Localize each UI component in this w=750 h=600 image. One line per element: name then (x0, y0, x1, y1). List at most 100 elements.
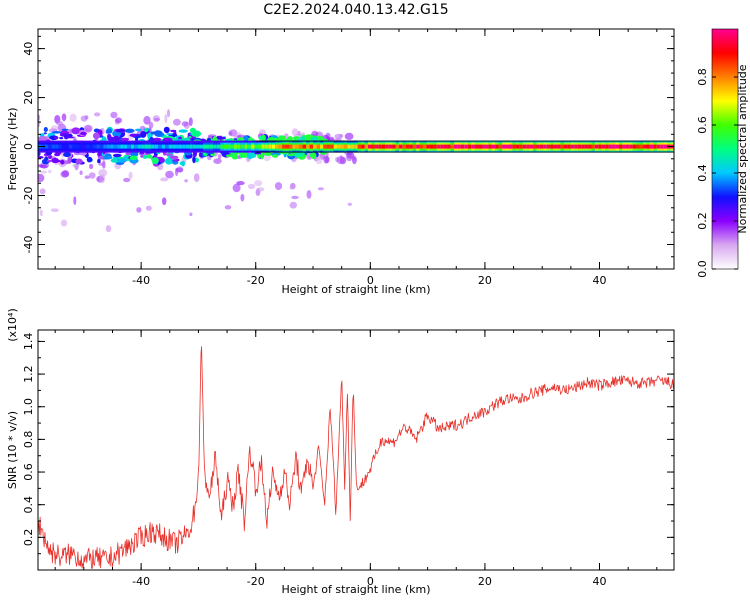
heatmap-band-cell (574, 144, 579, 149)
heatmap-speckle (291, 128, 299, 137)
heatmap-speckle (291, 195, 299, 200)
spectrogram-x-axis-label: Height of straight line (km) (281, 283, 430, 296)
heatmap-cell (173, 159, 180, 162)
heatmap-band-cell (244, 144, 249, 149)
heatmap-band-cell (93, 144, 97, 149)
heatmap-cell (258, 136, 264, 140)
heatmap-band-cell (86, 144, 90, 149)
heatmap-speckle (181, 121, 189, 127)
heatmap-band-cell (292, 144, 297, 149)
heatmap-band-cell (409, 144, 414, 149)
heatmap-band-cell (117, 144, 121, 149)
heatmap-band-cell (72, 144, 77, 149)
heatmap-band-cell (175, 144, 180, 149)
heatmap-band-cell (199, 144, 204, 149)
heatmap-speckle (334, 133, 343, 139)
heatmap-band-cell (364, 144, 369, 149)
figure-title: C2E2.2024.040.13.42.G15 (263, 2, 448, 18)
heatmap-band-cell (220, 144, 224, 149)
heatmap-band-cell (381, 144, 386, 149)
snr-plot-area (38, 330, 674, 570)
y-tick-label: 0.4 (22, 496, 35, 513)
heatmap-band-cell (368, 144, 372, 149)
heatmap-band-cell (629, 144, 634, 149)
x-tick-label: -40 (132, 575, 150, 588)
heatmap-speckle (162, 197, 167, 206)
heatmap-cell (146, 154, 153, 159)
colorbar-tick-label: 0.2 (696, 212, 709, 230)
heatmap-band-cell (605, 144, 609, 149)
heatmap-band-cell (285, 144, 290, 149)
heatmap-band-cell (536, 144, 541, 149)
colorbar: 0.0 0.2 0.4 0.6 0.8 Normalized spectral ampl… (696, 28, 749, 278)
heatmap-cell (115, 161, 125, 165)
heatmap-band-cell (275, 144, 279, 149)
heatmap-speckle (236, 181, 245, 186)
y-tick-label: 1.0 (22, 398, 35, 416)
heatmap-band-cell (268, 144, 273, 149)
heatmap-cell (188, 136, 192, 139)
heatmap-band-cell (601, 144, 606, 149)
heatmap-cell (153, 130, 163, 136)
heatmap-speckle (247, 183, 256, 190)
heatmap-speckle (317, 187, 324, 191)
heatmap-band-cell (553, 144, 558, 149)
heatmap-cell (53, 136, 59, 139)
heatmap-cell (63, 152, 71, 158)
heatmap-band-cell (436, 144, 441, 149)
heatmap-cell (310, 152, 317, 160)
heatmap-cell (112, 135, 120, 142)
heatmap-cell (97, 155, 105, 160)
heatmap-speckle (38, 173, 45, 183)
heatmap-speckle (115, 117, 122, 124)
heatmap-band-cell (134, 144, 139, 149)
heatmap-cell (191, 130, 202, 137)
heatmap-speckle (274, 182, 283, 191)
colorbar-tick-label: 0.4 (696, 164, 709, 182)
heatmap-speckle (89, 163, 94, 170)
y-tick-label: 0.6 (22, 463, 35, 481)
heatmap-cell (260, 152, 264, 160)
heatmap-band-cell (546, 144, 551, 149)
heatmap-band-cell (495, 144, 499, 149)
heatmap-speckle (240, 193, 245, 202)
heatmap-speckle (335, 137, 342, 142)
heatmap-band-cell (663, 144, 668, 149)
heatmap-cell (60, 159, 65, 165)
snr-series-line (38, 346, 674, 569)
y-tick-label: -40 (22, 236, 35, 254)
snr-panel: -40 -20 0 20 40 0.2 0.4 0.6 0.8 1.0 1.2 1.4 Height … (6, 308, 675, 596)
heatmap-speckle (88, 172, 96, 179)
heatmap-speckle (166, 109, 171, 118)
heatmap-band-cell (216, 144, 221, 149)
heatmap-cell (140, 131, 147, 138)
heatmap-band-cell (354, 144, 359, 149)
heatmap-band-cell (234, 144, 238, 149)
heatmap-band-cell (144, 144, 149, 149)
heatmap-band-cell (209, 144, 214, 149)
heatmap-band-cell (196, 144, 200, 149)
heatmap-band-cell (481, 144, 486, 149)
heatmap-band-cell (460, 144, 465, 149)
heatmap-speckle (346, 154, 353, 162)
heatmap-band-cell (371, 144, 376, 149)
heatmap-band-cell (388, 144, 393, 149)
heatmap-speckle (128, 171, 133, 180)
heatmap-band-cell (161, 144, 166, 149)
heatmap-band-cell (289, 144, 293, 149)
heatmap-band-cell (543, 144, 548, 149)
heatmap-speckle (123, 177, 131, 183)
heatmap-cell (178, 129, 188, 133)
heatmap-band-cell (110, 144, 114, 149)
heatmap-cell (278, 135, 286, 141)
heatmap-speckle (50, 208, 59, 212)
heatmap-speckle (83, 124, 93, 133)
heatmap-band-cell (564, 144, 568, 149)
heatmap-cell (139, 152, 145, 155)
heatmap-speckle (193, 173, 200, 183)
heatmap-band-cell (89, 144, 94, 149)
heatmap-speckle (289, 201, 297, 209)
heatmap-cell (61, 128, 69, 131)
heatmap-band-cell (385, 144, 389, 149)
heatmap-band-cell (378, 144, 383, 149)
